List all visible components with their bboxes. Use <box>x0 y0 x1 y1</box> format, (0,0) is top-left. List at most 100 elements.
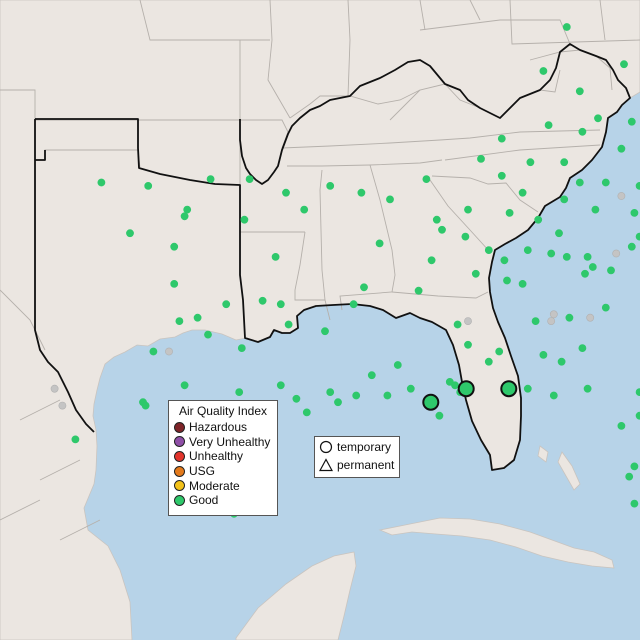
permanent-monitor-marker[interactable] <box>583 252 592 261</box>
permanent-monitor-marker[interactable] <box>97 178 106 187</box>
inactive-monitor-marker[interactable] <box>464 317 472 325</box>
permanent-monitor-marker[interactable] <box>583 384 592 393</box>
permanent-monitor-marker[interactable] <box>544 121 553 129</box>
permanent-monitor-marker[interactable] <box>292 394 301 403</box>
permanent-monitor-marker[interactable] <box>237 344 246 352</box>
permanent-monitor-marker[interactable] <box>539 67 548 75</box>
permanent-monitor-marker[interactable] <box>183 205 192 214</box>
permanent-monitor-marker[interactable] <box>386 195 394 204</box>
permanent-monitor-marker[interactable] <box>575 178 584 187</box>
inactive-monitor-marker[interactable] <box>612 249 621 258</box>
permanent-monitor-marker[interactable] <box>578 127 587 136</box>
permanent-monitor-marker[interactable] <box>518 188 527 197</box>
permanent-monitor-marker[interactable] <box>562 252 571 261</box>
permanent-monitor-marker[interactable] <box>588 263 597 271</box>
permanent-monitor-marker[interactable] <box>630 208 639 217</box>
permanent-monitor-marker[interactable] <box>526 158 535 167</box>
permanent-monitor-marker[interactable] <box>276 381 285 390</box>
permanent-monitor-marker[interactable] <box>375 239 384 248</box>
permanent-monitor-marker[interactable] <box>453 320 462 329</box>
permanent-monitor-marker[interactable] <box>549 391 558 400</box>
permanent-monitor-marker[interactable] <box>477 154 485 163</box>
permanent-monitor-marker[interactable] <box>534 215 543 224</box>
permanent-monitor-marker[interactable] <box>406 384 415 393</box>
permanent-monitor-marker[interactable] <box>282 188 290 197</box>
temporary-monitor-marker[interactable] <box>422 393 440 411</box>
permanent-monitor-marker[interactable] <box>141 401 150 410</box>
permanent-monitor-marker[interactable] <box>180 212 189 221</box>
permanent-monitor-marker[interactable] <box>393 361 402 369</box>
inactive-monitor-marker[interactable] <box>617 192 626 200</box>
permanent-monitor-marker[interactable] <box>630 499 639 508</box>
permanent-monitor-marker[interactable] <box>451 381 459 390</box>
permanent-monitor-marker[interactable] <box>630 462 639 471</box>
permanent-monitor-marker[interactable] <box>484 246 493 254</box>
permanent-monitor-marker[interactable] <box>149 347 158 356</box>
permanent-monitor-marker[interactable] <box>578 344 587 352</box>
permanent-monitor-marker[interactable] <box>557 357 566 366</box>
permanent-monitor-marker[interactable] <box>438 225 446 234</box>
inactive-monitor-marker[interactable] <box>50 384 59 393</box>
permanent-monitor-marker[interactable] <box>464 205 472 214</box>
temporary-monitor-marker[interactable] <box>500 380 518 398</box>
inactive-monitor-marker[interactable] <box>547 317 556 325</box>
permanent-monitor-marker[interactable] <box>71 435 80 444</box>
permanent-monitor-marker[interactable] <box>575 87 584 96</box>
temporary-monitor-marker[interactable] <box>457 380 475 398</box>
permanent-monitor-marker[interactable] <box>235 388 244 396</box>
permanent-monitor-marker[interactable] <box>427 256 436 265</box>
permanent-monitor-marker[interactable] <box>555 229 563 238</box>
permanent-monitor-marker[interactable] <box>204 330 212 339</box>
permanent-monitor-marker[interactable] <box>539 350 548 359</box>
permanent-monitor-marker[interactable] <box>432 215 441 224</box>
permanent-monitor-marker[interactable] <box>547 249 556 258</box>
permanent-monitor-marker[interactable] <box>523 246 532 254</box>
inactive-monitor-marker[interactable] <box>586 313 595 322</box>
permanent-monitor-marker[interactable] <box>562 23 571 31</box>
permanent-monitor-marker[interactable] <box>300 205 309 214</box>
permanent-monitor-marker[interactable] <box>352 391 361 400</box>
permanent-monitor-marker[interactable] <box>170 242 179 251</box>
permanent-monitor-marker[interactable] <box>560 158 569 167</box>
permanent-monitor-marker[interactable] <box>422 175 431 183</box>
permanent-monitor-marker[interactable] <box>461 232 470 241</box>
permanent-monitor-marker[interactable] <box>471 269 480 278</box>
permanent-monitor-marker[interactable] <box>518 279 527 288</box>
permanent-monitor-marker[interactable] <box>321 327 329 336</box>
permanent-monitor-marker[interactable] <box>193 313 202 322</box>
permanent-monitor-marker[interactable] <box>627 242 636 251</box>
permanent-monitor-marker[interactable] <box>497 134 506 143</box>
permanent-monitor-marker[interactable] <box>349 300 358 309</box>
permanent-monitor-marker[interactable] <box>484 357 493 366</box>
permanent-monitor-marker[interactable] <box>334 398 342 407</box>
permanent-monitor-marker[interactable] <box>240 215 249 224</box>
permanent-monitor-marker[interactable] <box>326 388 335 396</box>
permanent-monitor-marker[interactable] <box>271 252 280 261</box>
permanent-monitor-marker[interactable] <box>617 421 626 430</box>
permanent-monitor-marker[interactable] <box>180 381 189 390</box>
permanent-monitor-marker[interactable] <box>222 300 231 309</box>
permanent-monitor-marker[interactable] <box>620 60 628 69</box>
permanent-monitor-marker[interactable] <box>258 296 267 305</box>
permanent-monitor-marker[interactable] <box>175 317 184 325</box>
permanent-monitor-marker[interactable] <box>326 181 335 190</box>
permanent-monitor-marker[interactable] <box>144 181 153 190</box>
permanent-monitor-marker[interactable] <box>170 279 179 288</box>
inactive-monitor-marker[interactable] <box>549 310 558 319</box>
permanent-monitor-marker[interactable] <box>565 313 574 322</box>
permanent-monitor-marker[interactable] <box>560 195 569 204</box>
permanent-monitor-marker[interactable] <box>276 300 285 309</box>
permanent-monitor-marker[interactable] <box>601 303 610 312</box>
permanent-monitor-marker[interactable] <box>627 117 636 126</box>
permanent-monitor-marker[interactable] <box>531 317 540 325</box>
permanent-monitor-marker[interactable] <box>206 175 215 183</box>
permanent-monitor-marker[interactable] <box>367 371 376 380</box>
permanent-monitor-marker[interactable] <box>126 229 134 238</box>
permanent-monitor-marker[interactable] <box>245 175 254 183</box>
permanent-monitor-marker[interactable] <box>360 283 368 292</box>
permanent-monitor-marker[interactable] <box>435 411 444 420</box>
permanent-monitor-marker[interactable] <box>505 208 514 217</box>
permanent-monitor-marker[interactable] <box>581 269 589 278</box>
permanent-monitor-marker[interactable] <box>464 340 472 349</box>
